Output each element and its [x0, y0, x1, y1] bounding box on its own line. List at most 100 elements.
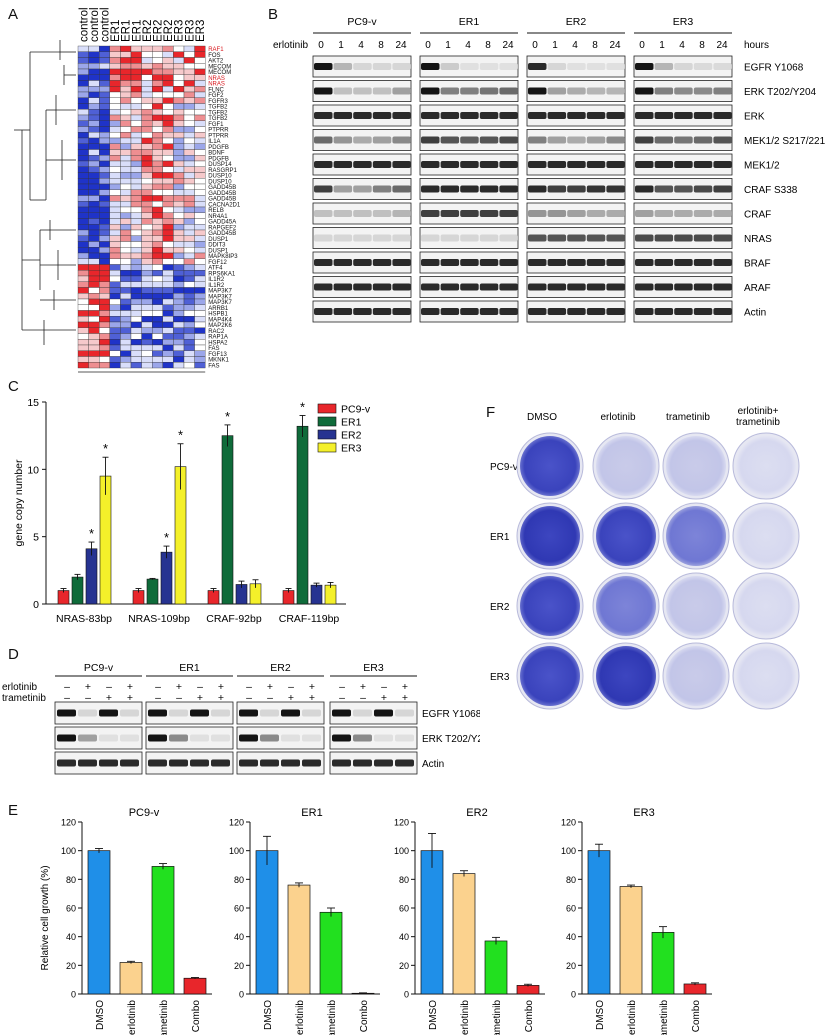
- blot-b-band: [499, 185, 518, 193]
- blot-b-timepoint: 1: [445, 40, 451, 51]
- heatmap-cell: [194, 258, 206, 265]
- blot-b-band: [693, 210, 713, 217]
- blot-b-band: [372, 234, 392, 242]
- heatmap-cell: [120, 189, 132, 196]
- chart-c-bar: [296, 425, 309, 605]
- blot-b-band: [713, 136, 732, 144]
- heatmap-cell: [109, 155, 121, 162]
- blot-b-band: [353, 234, 372, 242]
- heatmap-cell: [183, 91, 195, 98]
- heatmap-cell: [194, 224, 206, 231]
- heatmap-cell: [141, 149, 153, 156]
- heatmap-gene-label: MKNK1: [208, 358, 229, 364]
- blot-b-band: [674, 234, 693, 242]
- heatmap-cell: [130, 195, 142, 202]
- blot-b-band: [567, 161, 586, 168]
- heatmap-cell: [141, 80, 153, 87]
- heatmap-gene-label: RAF1: [208, 47, 224, 53]
- heatmap-cell: [120, 68, 132, 75]
- blot-b-band: [372, 210, 392, 217]
- heatmap-cell: [120, 275, 132, 282]
- heatmap-cell: [88, 97, 100, 104]
- heatmap-cell: [77, 68, 89, 75]
- heatmap-cell: [173, 155, 185, 162]
- blot-d-band: [239, 759, 258, 767]
- blot-b-band: [654, 283, 674, 291]
- chart-c-legend-label: ER2: [341, 430, 362, 442]
- heatmap-cell: [130, 74, 142, 81]
- heatmap-cell: [173, 252, 185, 259]
- plate-well: [666, 576, 726, 636]
- blot-d-strip: [54, 701, 143, 725]
- heatmap-cell: [152, 91, 163, 98]
- heatmap-cell: [162, 344, 174, 351]
- chart-c-legend-label: ER3: [341, 443, 362, 455]
- heatmap-cell: [183, 241, 195, 248]
- heatmap-cell: [173, 45, 185, 52]
- blot-b-band: [333, 283, 353, 291]
- heatmap-cell: [120, 183, 132, 190]
- heatmap-cell: [183, 327, 195, 334]
- heatmap-cell: [120, 229, 132, 236]
- heatmap-cell: [162, 339, 174, 346]
- heatmap-cell: [183, 178, 195, 185]
- blot-b-band: [606, 63, 625, 70]
- heatmap-gene-label: MAP3K7: [208, 294, 232, 300]
- chart-e-ytick: 60: [399, 904, 409, 914]
- panel-letter-c: C: [8, 378, 19, 395]
- heatmap-cell: [99, 316, 110, 323]
- chart-e: PC9-v 0 20 40 60 80 100 120 DMSO erlotinib trameti…: [40, 807, 712, 1035]
- blot-b-band: [479, 112, 499, 119]
- heatmap-gene-label: RAP1A: [208, 335, 228, 341]
- blot-d-band: [99, 709, 118, 717]
- heatmap-cell: [88, 218, 100, 225]
- plate-well: [736, 506, 796, 566]
- heatmap-cell: [99, 114, 110, 121]
- heatmap-cell: [77, 86, 89, 93]
- heatmap-cell: [141, 189, 153, 196]
- heatmap-cell: [77, 333, 89, 340]
- blot-b-band: [693, 259, 713, 266]
- heatmap-cell: [194, 333, 206, 340]
- heatmap-cell: [109, 137, 121, 144]
- blot-d-band: [57, 709, 76, 717]
- heatmap-cell: [130, 178, 142, 185]
- blot-b-band: [333, 308, 353, 315]
- heatmap-cell: [130, 189, 142, 196]
- heatmap-cell: [194, 293, 206, 300]
- chart-e-bar: [119, 962, 143, 995]
- heatmap-cell: [162, 126, 174, 133]
- blot-b-timepoint: 24: [502, 40, 514, 51]
- blot-b-band: [528, 63, 547, 70]
- blot-b-band: [479, 234, 499, 242]
- plates-f-row-label: ER1: [490, 532, 510, 543]
- blot-b-band: [713, 308, 732, 315]
- blot-b-band: [314, 259, 333, 266]
- chart-c-category: NRAS-109bp: [128, 613, 190, 625]
- heatmap-cell: [152, 166, 163, 173]
- blot-d-sign: +: [402, 681, 408, 693]
- heatmap-cell: [77, 252, 89, 259]
- heatmap-cell: [141, 293, 153, 300]
- blot-b-band: [421, 87, 440, 95]
- heatmap-cell: [77, 189, 89, 196]
- chart-c-bar: [160, 551, 173, 605]
- heatmap-cell: [141, 86, 153, 93]
- heatmap-cell: [99, 74, 110, 81]
- blot-d-band: [211, 759, 230, 767]
- plate-well: [736, 576, 796, 636]
- heatmap-cell: [183, 172, 195, 179]
- heatmap-cell: [109, 166, 121, 173]
- heatmap-cell: [152, 178, 163, 185]
- blot-b-band: [693, 185, 713, 193]
- plate-well: [596, 436, 656, 496]
- blot-b-band: [528, 87, 547, 95]
- chart-e-title: ER1: [301, 807, 322, 819]
- blot-b-band: [499, 283, 518, 291]
- blot-b-band: [654, 210, 674, 217]
- blot-b-band: [713, 112, 732, 119]
- heatmap-cell: [130, 120, 142, 127]
- heatmap-cell: [88, 183, 100, 190]
- heatmap-cell: [99, 189, 110, 196]
- heatmap-cell: [99, 339, 110, 346]
